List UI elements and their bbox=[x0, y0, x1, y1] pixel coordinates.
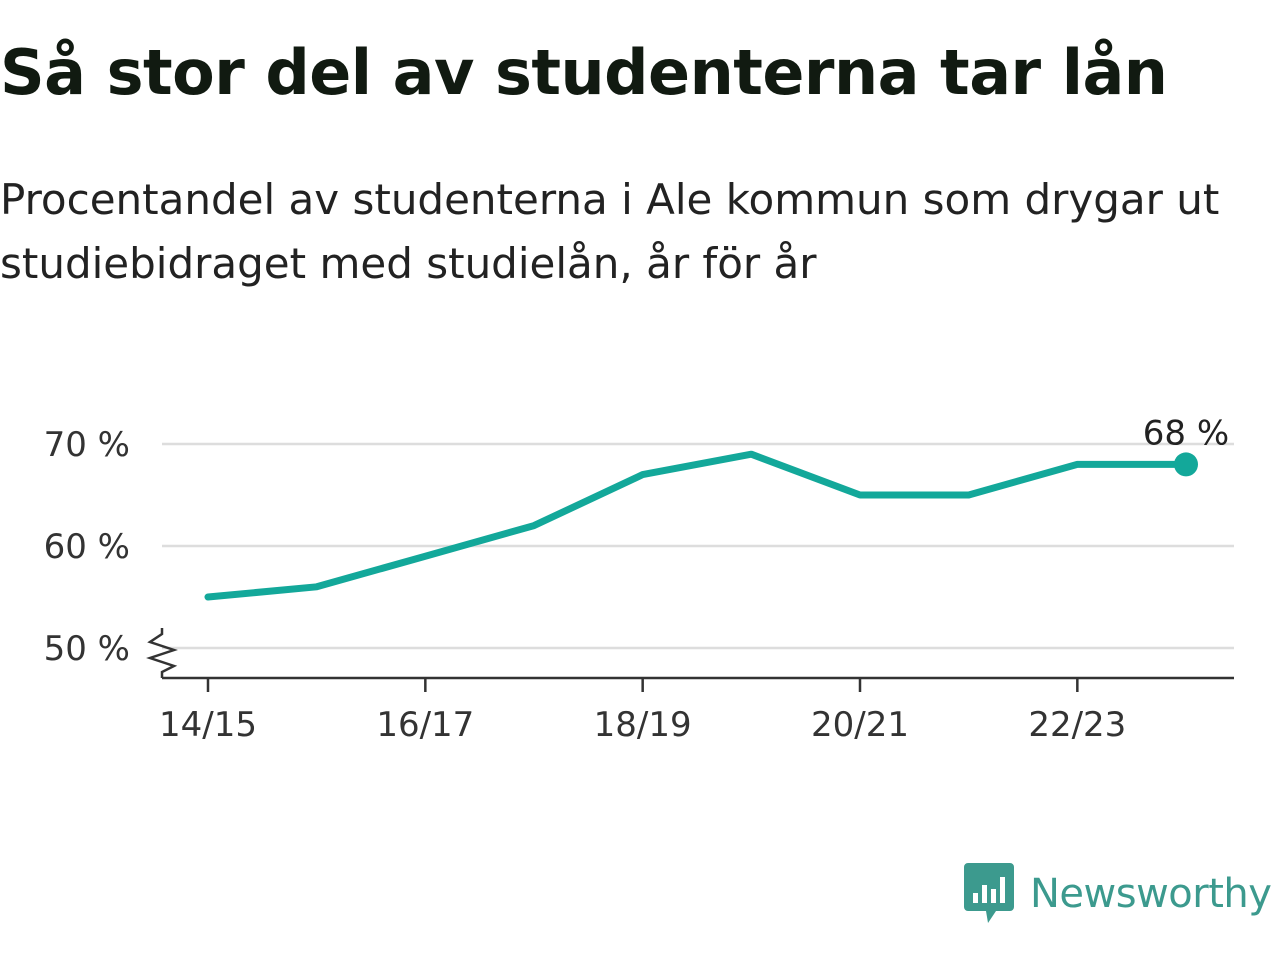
series bbox=[204, 450, 1198, 601]
y-axis-break-icon bbox=[146, 628, 178, 678]
x-tick-label: 16/17 bbox=[376, 705, 474, 745]
x-tick-label: 14/15 bbox=[159, 705, 257, 745]
x-tick-label: 22/23 bbox=[1028, 705, 1126, 745]
axis-break-zigzag bbox=[146, 628, 178, 678]
data-labels: 68 % bbox=[1143, 413, 1229, 453]
x-axis: 14/15 16/17 18/19 20/21 22/23 bbox=[159, 676, 1234, 745]
line-chart: 14/15 16/17 18/19 20/21 22/23 50 % 60 % 70 % 6… bbox=[44, 413, 1234, 745]
y-axis-labels: 50 % 60 % 70 % bbox=[44, 425, 130, 669]
chart-title: Så stor del av studenterna tar lån bbox=[0, 36, 1168, 109]
y-tick-label: 70 % bbox=[44, 425, 130, 465]
brand-logo: Newsworthy bbox=[964, 862, 1272, 926]
x-tick-label: 18/19 bbox=[594, 705, 692, 745]
newsworthy-logo-icon bbox=[964, 863, 1014, 923]
chart-subtitle: Procentandel av studenterna i Ale kommun… bbox=[0, 175, 1220, 288]
end-point-marker bbox=[1174, 452, 1198, 477]
x-tick-label: 20/21 bbox=[811, 705, 909, 745]
series-line bbox=[204, 450, 1190, 601]
end-value-label: 68 % bbox=[1143, 413, 1229, 453]
gridlines bbox=[162, 442, 1234, 650]
brand-name: Newsworthy bbox=[1030, 871, 1272, 917]
y-tick-label: 60 % bbox=[44, 527, 130, 567]
y-tick-label: 50 % bbox=[44, 629, 130, 669]
